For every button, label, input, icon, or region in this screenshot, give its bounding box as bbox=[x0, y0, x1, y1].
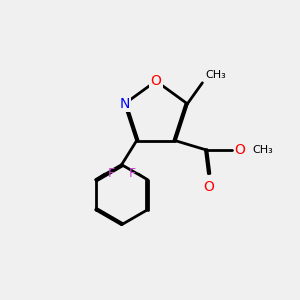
Text: CH₃: CH₃ bbox=[206, 70, 226, 80]
Text: O: O bbox=[151, 74, 161, 88]
Text: O: O bbox=[234, 143, 245, 157]
Text: F: F bbox=[128, 167, 136, 180]
Text: O: O bbox=[203, 180, 214, 194]
Text: N: N bbox=[119, 97, 130, 111]
Text: F: F bbox=[108, 167, 115, 180]
Text: CH₃: CH₃ bbox=[252, 145, 273, 155]
